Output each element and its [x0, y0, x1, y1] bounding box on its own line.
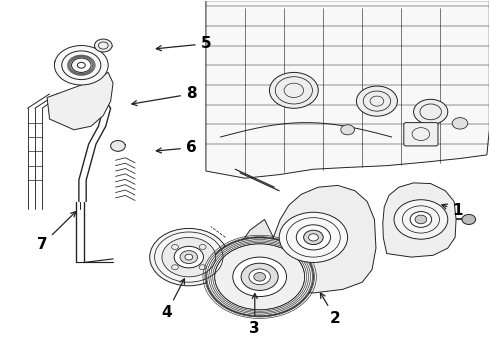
Circle shape [241, 263, 278, 291]
Text: 5: 5 [156, 36, 211, 51]
Text: 3: 3 [249, 293, 260, 336]
Circle shape [415, 215, 427, 224]
Circle shape [394, 200, 448, 239]
Circle shape [180, 251, 197, 264]
Text: 6: 6 [156, 140, 196, 155]
Polygon shape [383, 183, 456, 257]
Circle shape [414, 99, 448, 125]
Circle shape [185, 254, 193, 260]
Circle shape [356, 86, 397, 116]
Polygon shape [235, 220, 274, 289]
Circle shape [410, 212, 432, 227]
Circle shape [206, 237, 314, 316]
Text: 1: 1 [442, 203, 463, 218]
Text: 4: 4 [162, 279, 184, 320]
FancyBboxPatch shape [404, 123, 438, 146]
Circle shape [341, 125, 354, 135]
Circle shape [279, 212, 347, 262]
Circle shape [150, 228, 228, 286]
Circle shape [233, 257, 287, 297]
Circle shape [309, 234, 318, 241]
Polygon shape [47, 72, 113, 130]
Text: 8: 8 [132, 86, 196, 105]
Circle shape [270, 72, 318, 108]
Text: 7: 7 [37, 212, 76, 252]
Circle shape [452, 118, 468, 129]
Text: 2: 2 [320, 293, 341, 325]
Circle shape [162, 237, 216, 277]
Polygon shape [206, 1, 490, 178]
Circle shape [174, 246, 203, 268]
Circle shape [462, 215, 476, 225]
Circle shape [77, 62, 85, 68]
Polygon shape [54, 47, 94, 72]
Polygon shape [272, 185, 376, 293]
Circle shape [254, 273, 266, 281]
Circle shape [54, 45, 108, 85]
Circle shape [95, 39, 112, 52]
Circle shape [304, 230, 323, 244]
Circle shape [296, 225, 331, 250]
Circle shape [111, 140, 125, 151]
Circle shape [249, 269, 270, 285]
